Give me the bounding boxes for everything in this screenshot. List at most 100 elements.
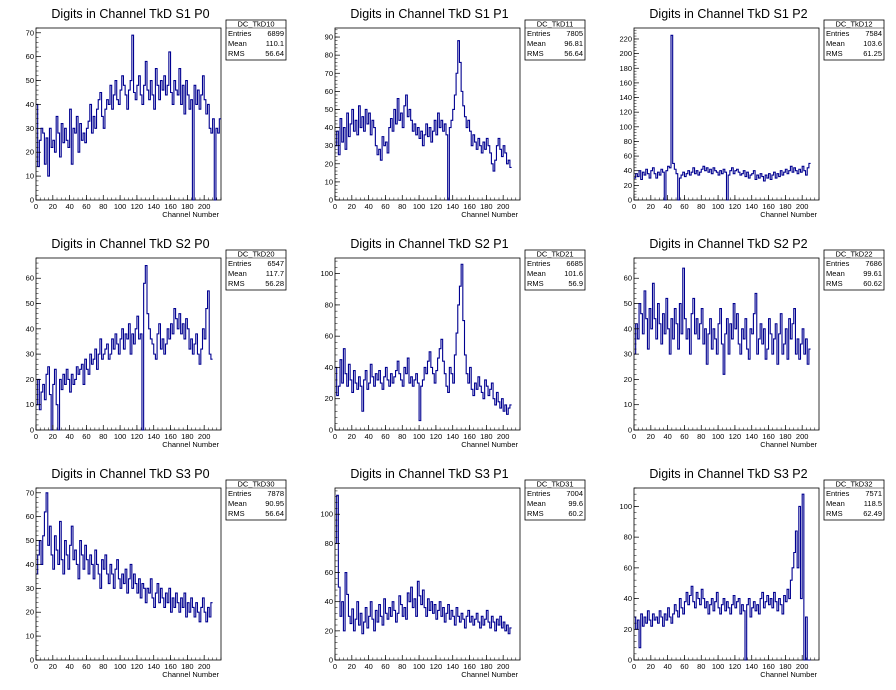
x-tick-label: 20 — [348, 662, 356, 671]
y-tick-label: 0 — [628, 656, 632, 665]
x-tick-label: 200 — [497, 202, 510, 211]
x-tick-label: 200 — [796, 202, 809, 211]
y-tick-label: 0 — [628, 196, 632, 205]
histogram-title: Digits in Channel TkD S1 P0 — [51, 7, 209, 21]
stats-box-frame — [524, 249, 586, 291]
y-tick-label: 70 — [26, 28, 34, 37]
y-tick-label: 100 — [320, 510, 333, 519]
stats-mean-value: 99.61 — [863, 269, 882, 278]
stats-mean-value: 90.95 — [265, 499, 284, 508]
histogram-title: Digits in Channel TkD S2 P2 — [649, 237, 807, 251]
x-axis-label: Channel Number — [461, 440, 518, 449]
x-tick-label: 100 — [114, 432, 127, 441]
stats-name: DC_TkD12 — [835, 20, 872, 29]
stats-entries-label: Entries — [527, 29, 551, 38]
stats-entries-label: Entries — [826, 29, 850, 38]
x-tick-label: 160 — [762, 662, 775, 671]
y-tick-label: 20 — [26, 608, 34, 617]
x-tick-label: 0 — [632, 202, 636, 211]
stats-name: DC_TkD30 — [237, 480, 274, 489]
x-tick-label: 100 — [712, 662, 725, 671]
x-tick-label: 100 — [114, 202, 127, 211]
y-tick-label: 40 — [325, 123, 333, 132]
y-tick-label: 90 — [325, 33, 333, 42]
x-tick-label: 180 — [480, 202, 493, 211]
y-tick-label: 30 — [26, 124, 34, 133]
y-tick-label: 50 — [325, 105, 333, 114]
x-tick-label: 80 — [99, 662, 107, 671]
histogram-pad-3: Digits in Channel TkD S2 P0 0 10 20 30 40 50 60… — [26, 237, 287, 449]
stats-entries-value: 7878 — [267, 489, 284, 498]
plot-frame — [35, 27, 222, 201]
y-tick-label: 100 — [619, 122, 632, 131]
x-tick-label: 140 — [446, 662, 459, 671]
x-tick-label: 60 — [82, 662, 90, 671]
y-tick-label: 20 — [325, 626, 333, 635]
y-tick-label: 60 — [26, 52, 34, 61]
x-tick-label: 180 — [181, 202, 194, 211]
x-tick-label: 80 — [697, 202, 705, 211]
stats-mean-value: 96.81 — [564, 39, 583, 48]
stats-box-frame — [524, 479, 586, 521]
x-tick-label: 100 — [114, 662, 127, 671]
x-tick-label: 140 — [446, 432, 459, 441]
stats-mean-value: 101.6 — [564, 269, 583, 278]
plot-frame — [334, 257, 521, 431]
stats-box-frame — [225, 479, 287, 521]
stats-rms-label: RMS — [826, 509, 843, 518]
x-tick-label: 60 — [82, 202, 90, 211]
stats-entries-value: 7571 — [865, 489, 882, 498]
stats-mean-value: 117.7 — [266, 269, 284, 278]
stats-mean-label: Mean — [228, 499, 247, 508]
x-tick-label: 180 — [779, 432, 792, 441]
x-tick-label: 140 — [745, 662, 758, 671]
y-tick-label: 80 — [325, 300, 333, 309]
y-tick-label: 0 — [30, 196, 34, 205]
x-tick-label: 60 — [680, 432, 688, 441]
y-tick-label: 40 — [624, 324, 632, 333]
x-tick-label: 140 — [446, 202, 459, 211]
y-tick-label: 60 — [624, 152, 632, 161]
x-tick-label: 20 — [647, 432, 655, 441]
stats-mean-label: Mean — [228, 269, 247, 278]
x-tick-label: 160 — [463, 202, 476, 211]
stats-entries-value: 6547 — [267, 259, 284, 268]
y-tick-label: 10 — [325, 177, 333, 186]
y-tick-label: 20 — [624, 625, 632, 634]
stats-mean-value: 118.5 — [864, 499, 882, 508]
stats-rms-value: 56.9 — [568, 279, 583, 288]
x-tick-label: 140 — [147, 202, 160, 211]
histogram-title: Digits in Channel TkD S3 P0 — [51, 467, 209, 481]
stats-rms-value: 56.64 — [564, 49, 583, 58]
x-tick-label: 120 — [729, 432, 742, 441]
y-tick-label: 120 — [619, 108, 632, 117]
stats-mean-label: Mean — [826, 39, 845, 48]
y-tick-label: 30 — [26, 350, 34, 359]
x-tick-label: 200 — [796, 662, 809, 671]
y-tick-label: 50 — [26, 76, 34, 85]
histogram-series-line — [36, 34, 221, 201]
x-tick-label: 40 — [364, 662, 372, 671]
x-tick-label: 40 — [65, 432, 73, 441]
x-tick-label: 180 — [181, 662, 194, 671]
x-tick-label: 20 — [49, 662, 57, 671]
x-tick-label: 60 — [680, 202, 688, 211]
x-tick-label: 100 — [712, 432, 725, 441]
histogram-pad-0: Digits in Channel TkD S1 P0 0 10 20 30 40 50 60… — [26, 7, 287, 219]
y-tick-label: 220 — [619, 34, 632, 43]
y-tick-label: 20 — [26, 148, 34, 157]
x-tick-label: 100 — [712, 202, 725, 211]
x-tick-label: 120 — [131, 432, 144, 441]
y-tick-label: 100 — [320, 269, 333, 278]
y-tick-label: 10 — [26, 172, 34, 181]
x-tick-label: 100 — [413, 202, 426, 211]
histogram-pad-4: Digits in Channel TkD S2 P1 0 20 40 60 80 100 0… — [320, 237, 586, 449]
x-tick-label: 40 — [663, 432, 671, 441]
y-tick-label: 160 — [619, 78, 632, 87]
